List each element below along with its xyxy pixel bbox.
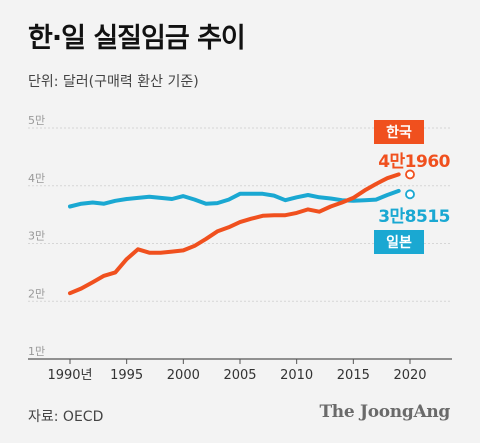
series-endpoint-korea	[405, 169, 415, 180]
series-endpoint-japan	[405, 189, 415, 200]
chart-subtitle: 단위: 달러(구매력 환산 기준)	[28, 74, 199, 90]
y-tick-label: 5만	[28, 114, 45, 127]
chart-title: 한·일 실질임금 추이	[28, 23, 246, 54]
end-value-label-korea: 4만1960	[378, 152, 450, 172]
series-labels: 한국 4만1960 일본 3만8515	[374, 120, 451, 254]
y-tick-label: 2만	[28, 287, 45, 300]
series-line-korea	[68, 172, 401, 296]
y-tick-label: 3만	[28, 230, 45, 243]
x-axis: 1990년 1995 2000 2005 2010 2015 2020	[47, 359, 427, 383]
series-lines	[68, 169, 415, 296]
source-note: 자료: OECD	[28, 409, 104, 425]
x-tick-label: 2000	[167, 368, 200, 383]
x-tick-label: 2005	[223, 368, 256, 383]
brand-logo: The JoongAng	[319, 402, 450, 422]
legend-badge-korea	[374, 120, 424, 144]
x-tick-label: 2010	[280, 368, 313, 383]
x-tick-label: 2015	[337, 368, 370, 383]
end-value-label-japan: 3만8515	[378, 207, 450, 227]
x-tick-label: 1990년	[47, 368, 92, 383]
y-axis-labels: 1만 2만 3만 4만 5만	[28, 114, 45, 358]
legend-badge-japan	[374, 230, 424, 254]
legend-label-japan: 일본	[386, 235, 412, 251]
legend-label-korea: 한국	[386, 125, 412, 141]
x-tick-label: 2020	[393, 368, 426, 383]
x-tick-label: 1995	[110, 368, 143, 383]
y-tick-label: 4만	[28, 172, 45, 185]
y-tick-label: 1만	[28, 345, 45, 358]
